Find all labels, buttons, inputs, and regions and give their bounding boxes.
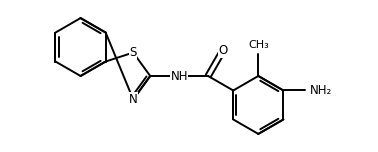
Text: O: O [218,44,227,57]
Text: NH₂: NH₂ [310,84,332,97]
Text: NH: NH [170,69,188,83]
Text: N: N [129,93,138,106]
Text: S: S [130,46,137,59]
Text: CH₃: CH₃ [248,40,269,50]
